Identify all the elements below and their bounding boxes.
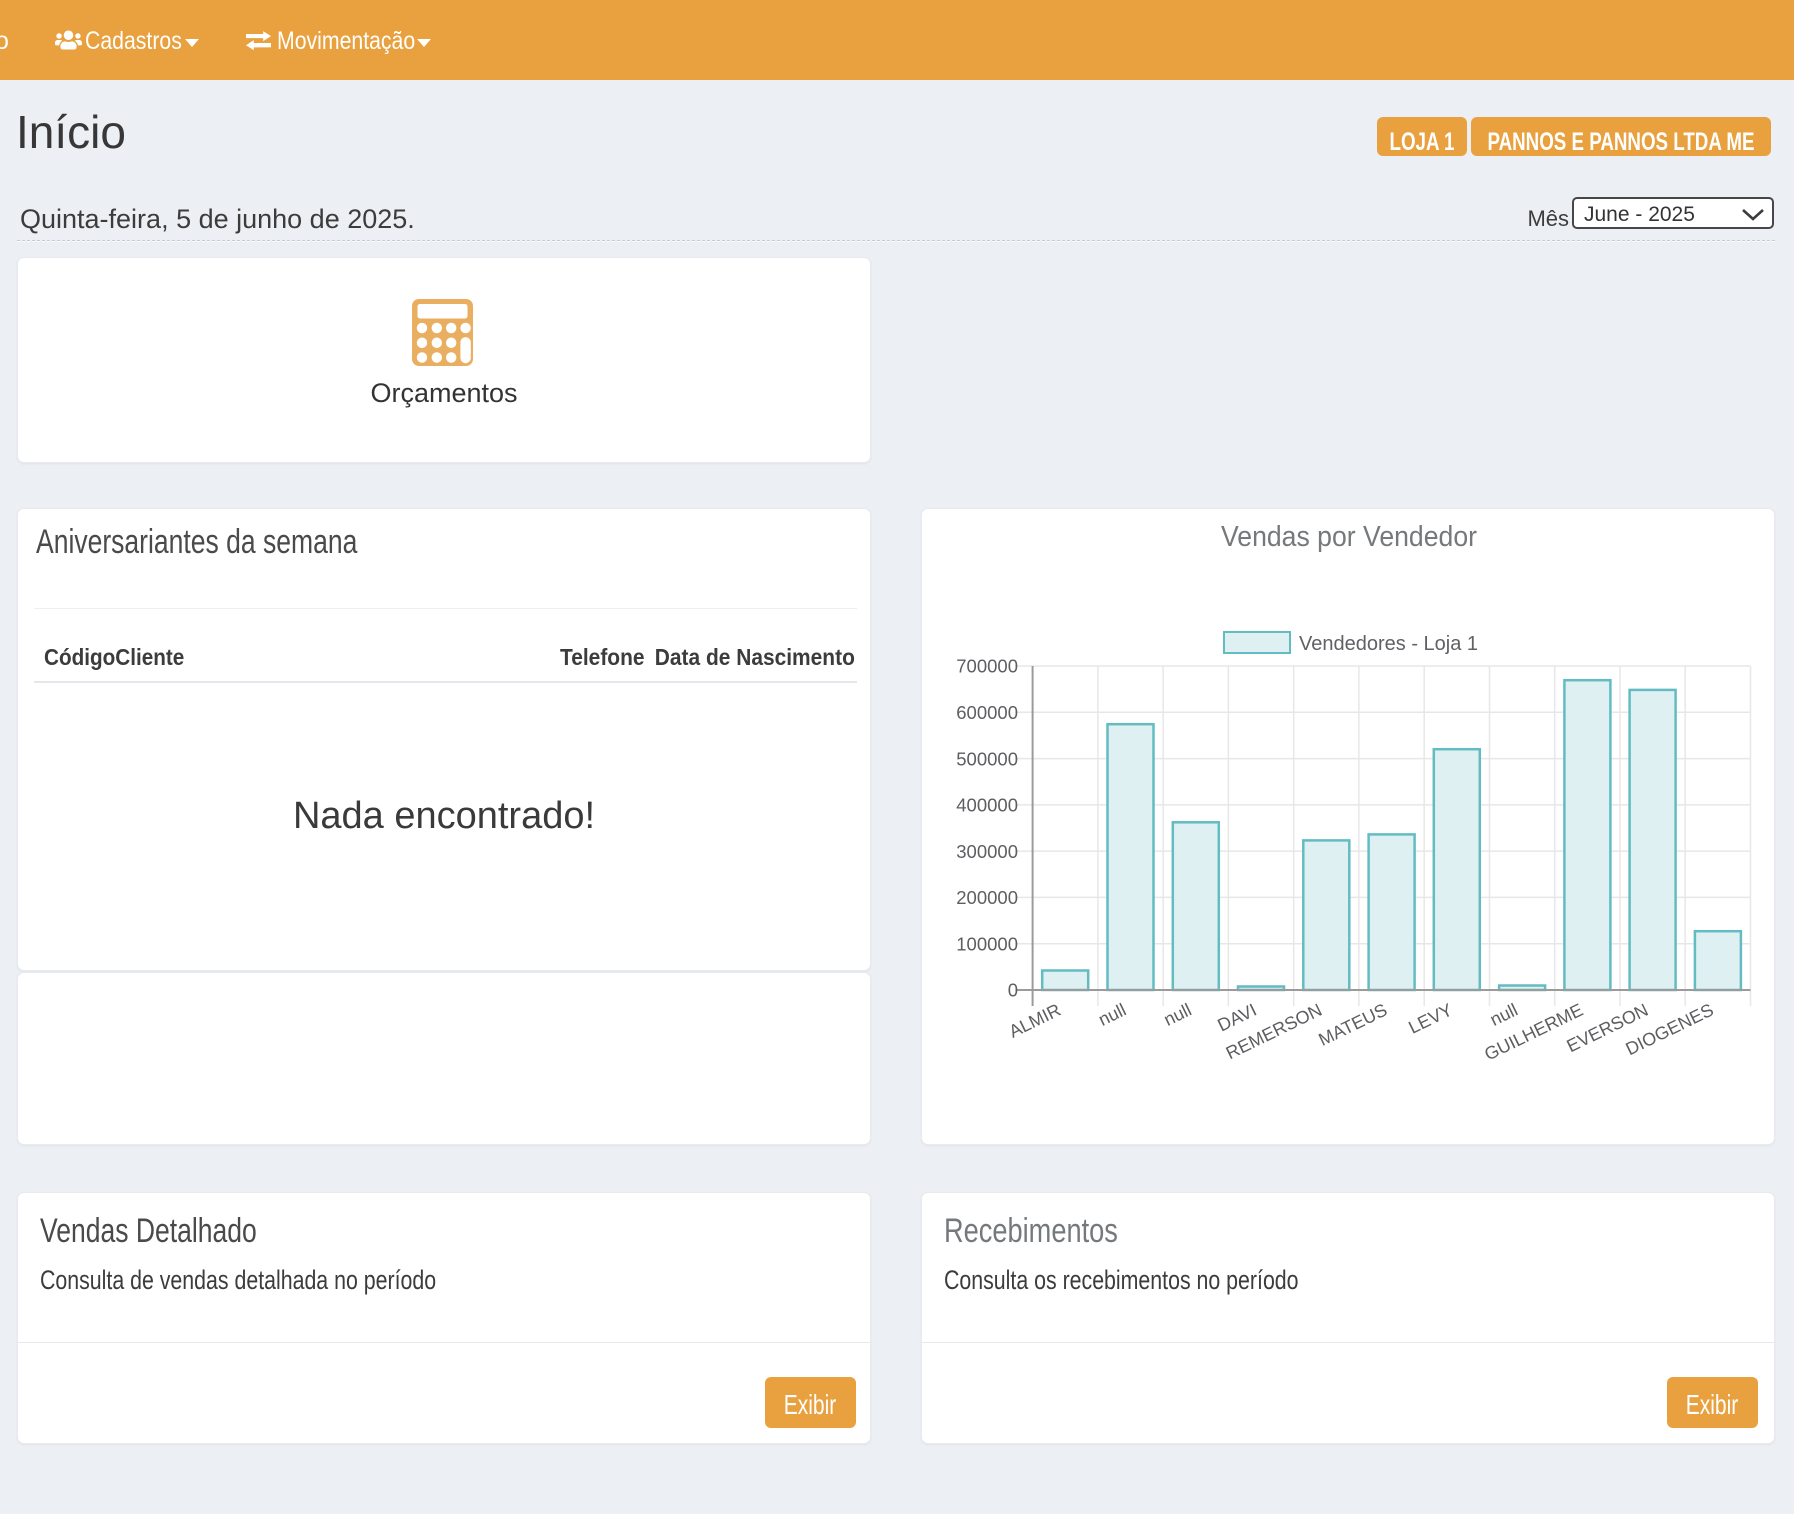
svg-text:0: 0 [1008, 980, 1018, 1001]
svg-text:null: null [1095, 1000, 1129, 1030]
svg-text:500000: 500000 [956, 748, 1018, 769]
svg-text:null: null [1487, 1000, 1521, 1030]
svg-text:700000: 700000 [956, 656, 1018, 677]
svg-text:Vendedores - Loja 1: Vendedores - Loja 1 [1299, 633, 1478, 655]
svg-text:400000: 400000 [956, 795, 1018, 816]
svg-text:100000: 100000 [956, 933, 1018, 954]
svg-text:Vendas por Vendedor: Vendas por Vendedor [1221, 521, 1477, 553]
svg-text:MATEUS: MATEUS [1315, 1000, 1390, 1050]
svg-text:null: null [1161, 1000, 1195, 1030]
svg-text:200000: 200000 [956, 887, 1018, 908]
svg-text:ALMIR: ALMIR [1006, 1000, 1064, 1042]
svg-text:600000: 600000 [956, 702, 1018, 723]
svg-text:LEVY: LEVY [1405, 1000, 1455, 1038]
svg-text:300000: 300000 [956, 841, 1018, 862]
